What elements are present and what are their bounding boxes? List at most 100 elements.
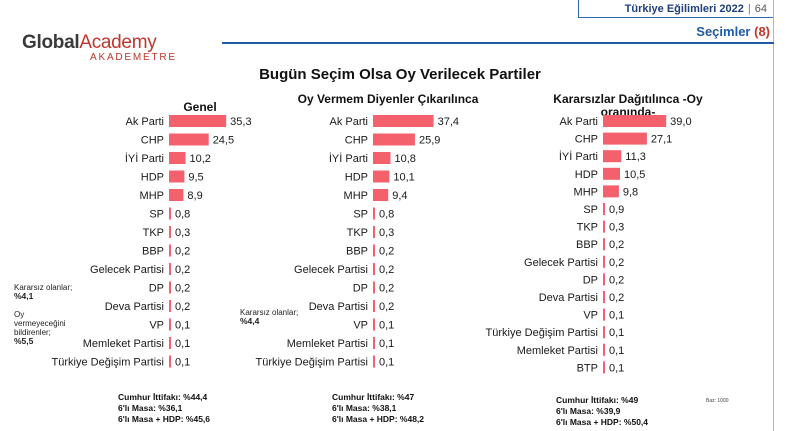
summary-undecided-distributed: Cumhur İttifakı: %49 6'lı Masa: %39,9 6'… — [556, 395, 648, 428]
summary-line: 6'lı Masa: %36,1 — [118, 403, 183, 413]
bar-bbp — [169, 244, 171, 257]
header-separator: | — [747, 2, 751, 15]
value-label-bbp: 0,2 — [379, 246, 394, 258]
bar-iyi-parti — [603, 150, 622, 163]
value-label-sp: 0,9 — [609, 204, 624, 216]
summary-line: Cumhur İttifakı: %47 — [332, 392, 415, 402]
category-label-turkiye-degisim-partisi: Türkiye Değişim Partisi — [52, 357, 164, 369]
category-label-tkp: TKP — [577, 222, 598, 234]
value-label-deva-partisi: 0,2 — [175, 301, 190, 313]
sample-size-note: Baz: 1000 — [706, 398, 729, 404]
bar-chp — [169, 133, 209, 146]
panel-title-general: Genel — [183, 100, 217, 114]
bar-tkp — [169, 226, 171, 238]
bar-deva-partisi — [373, 300, 375, 312]
bar-memleket-partisi — [603, 343, 605, 356]
category-label-mhp: MHP — [574, 186, 598, 198]
section-name: Seçimler — [696, 24, 751, 39]
category-label-gelecek-partisi: Gelecek Partisi — [90, 264, 164, 276]
category-label-hdp: HDP — [345, 172, 368, 184]
category-label-deva-partisi: Deva Partisi — [105, 301, 164, 313]
category-label-mhp: MHP — [140, 190, 164, 202]
category-label-btp: BTP — [577, 362, 598, 374]
undecided-note-2: Kararsız olanlar; %4,4 — [240, 308, 310, 326]
summary-nonvoters-removed: Cumhur İttifakı: %47 6'lı Masa: %38,1 6'… — [332, 392, 424, 425]
report-header-box: Türkiye Eğilimleri 2022 | 64 — [578, 0, 774, 18]
category-label-dp: DP — [149, 283, 164, 295]
category-label-ak-parti: Ak Parti — [559, 116, 598, 128]
category-label-memleket-partisi: Memleket Partisi — [83, 338, 164, 350]
logo-wordmark: GlobalAcademy — [22, 32, 177, 54]
category-label-vp: VP — [583, 310, 598, 322]
value-label-chp: 24,5 — [213, 135, 234, 147]
bar-mhp — [373, 189, 389, 201]
value-label-turkiye-degisim-partisi: 0,1 — [609, 327, 624, 339]
value-label-sp: 0,8 — [379, 209, 394, 221]
category-label-memleket-partisi: Memleket Partisi — [287, 338, 368, 350]
value-label-dp: 0,2 — [175, 283, 190, 295]
category-label-deva-partisi: Deva Partisi — [309, 301, 368, 313]
value-label-memleket-partisi: 0,1 — [609, 345, 624, 357]
value-label-iyi-parti: 10,8 — [394, 153, 415, 165]
bar-deva-partisi — [169, 300, 171, 312]
summary-line: Cumhur İttifakı: %49 — [556, 395, 639, 405]
bar-turkiye-degisim-partisi — [373, 355, 375, 368]
bar-turkiye-degisim-partisi — [603, 326, 605, 339]
category-label-memleket-partisi: Memleket Partisi — [517, 345, 598, 357]
report-title: Türkiye Eğilimleri 2022 — [624, 2, 744, 15]
bar-sp — [373, 207, 375, 220]
value-label-deva-partisi: 0,2 — [609, 292, 624, 304]
category-label-iyi-parti: İYİ Parti — [125, 152, 164, 165]
category-label-bbp: BBP — [142, 246, 164, 258]
category-label-vp: VP — [353, 320, 368, 332]
brand-divider-line — [222, 42, 774, 44]
bar-iyi-parti — [169, 152, 186, 164]
summary-line: 6'lı Masa: %39,9 — [556, 406, 621, 416]
bar-memleket-partisi — [373, 337, 375, 349]
chart-main-title: Bugün Seçim Olsa Oy Verilecek Partiler — [259, 66, 541, 83]
bar-dp — [373, 281, 375, 294]
bar-dp — [603, 273, 605, 286]
bar-sp — [603, 203, 605, 215]
bar-sp — [169, 207, 171, 220]
value-label-memleket-partisi: 0,1 — [175, 338, 190, 350]
bar-hdp — [169, 170, 185, 183]
category-label-sp: SP — [583, 204, 598, 216]
value-label-ak-parti: 37,4 — [438, 116, 459, 128]
value-label-hdp: 10,5 — [624, 169, 645, 181]
value-label-btp: 0,1 — [609, 362, 624, 374]
category-label-deva-partisi: Deva Partisi — [539, 292, 598, 304]
undecided-label: Kararsız olanlar; — [14, 283, 73, 292]
value-label-sp: 0,8 — [175, 209, 190, 221]
value-label-bbp: 0,2 — [175, 246, 190, 258]
panel-title-nonvoters-removed: Oy Vermem Diyenler Çıkarılınca — [297, 92, 479, 106]
page-number: 64 — [754, 2, 767, 15]
value-label-iyi-parti: 10,2 — [190, 153, 211, 165]
category-label-iyi-parti: İYİ Parti — [559, 150, 598, 163]
category-label-chp: CHP — [141, 135, 164, 147]
value-label-vp: 0,1 — [379, 320, 394, 332]
category-label-mhp: MHP — [344, 190, 368, 202]
category-label-chp: CHP — [575, 134, 598, 146]
section-number: (8) — [754, 24, 770, 39]
value-label-bbp: 0,2 — [609, 239, 624, 251]
bar-tkp — [373, 226, 375, 238]
page-edge-line — [773, 0, 774, 431]
category-label-bbp: BBP — [576, 239, 598, 251]
value-label-ak-parti: 35,3 — [230, 116, 251, 128]
value-label-turkiye-degisim-partisi: 0,1 — [379, 357, 394, 369]
bar-turkiye-degisim-partisi — [169, 355, 171, 368]
nonvoters-note: Oy vermeyeceğini bildirenler; %5,5 — [14, 310, 78, 346]
bar-btp — [603, 361, 605, 374]
category-label-dp: DP — [353, 283, 368, 295]
value-label-hdp: 10,1 — [393, 172, 414, 184]
summary-line: 6'lı Masa + HDP: %45,6 — [118, 414, 211, 424]
bar-chp — [373, 133, 415, 146]
category-label-gelecek-partisi: Gelecek Partisi — [524, 257, 598, 269]
category-label-sp: SP — [353, 209, 368, 221]
nonvoters-value: %5,5 — [14, 336, 34, 346]
undecided2-label: Kararsız olanlar; — [240, 308, 299, 317]
value-label-tkp: 0,3 — [175, 227, 190, 239]
